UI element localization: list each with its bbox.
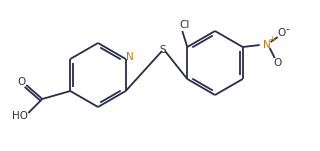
Text: N: N <box>263 40 271 50</box>
Text: HO: HO <box>12 111 28 121</box>
Text: +: + <box>268 35 275 45</box>
Text: O: O <box>277 28 286 38</box>
Text: Cl: Cl <box>179 20 189 30</box>
Text: S: S <box>160 45 166 55</box>
Text: O: O <box>17 77 25 87</box>
Text: -: - <box>286 24 290 34</box>
Text: O: O <box>274 58 282 68</box>
Text: N: N <box>126 52 133 62</box>
